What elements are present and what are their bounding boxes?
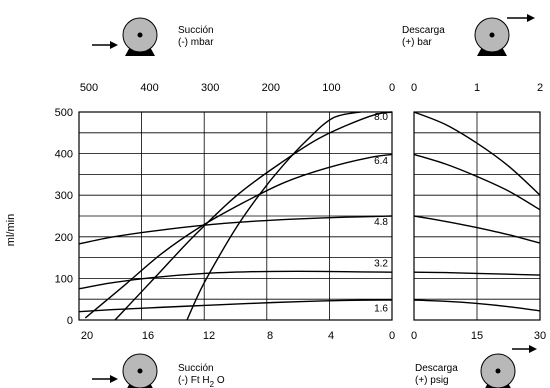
suction-ft-tick-label: 8 [267,330,273,342]
y-tick-label: 200 [55,232,73,244]
discharge-psig-tick-label: 30 [534,330,546,342]
curve-suction-4-8 [78,215,393,245]
suction-ft-tick-label: 16 [142,330,154,342]
suction-ft-unit-subscript: 2 [210,380,215,388]
pump-icon [122,17,158,56]
pump-icon [122,353,158,388]
curve-label: 6.4 [374,156,388,167]
curve-discharge-8-0 [413,111,541,196]
suction-ft-title: Succión [178,363,214,374]
suction-ft-unit: (-) Ft H2 O [178,375,225,388]
suction-ft-tick-label: 12 [203,330,215,342]
pump-icon [480,353,516,388]
suction-mbar-tick-label: 200 [262,82,280,94]
discharge-psig-header: Descarga (+) psig [415,345,537,388]
suction-ft-tick-label: 20 [81,330,93,342]
arrow-right-icon [512,345,537,353]
y-axis-label: ml/min [5,214,17,246]
discharge-psig-title: Descarga [415,363,458,374]
discharge-panel: 0 1 2 0 15 30 [411,82,546,342]
y-axis-ticks: 0 100 200 300 400 500 [55,107,73,327]
curve-discharge-4-8 [413,215,541,244]
arrow-right-icon [507,14,535,22]
curve-label: 4.8 [374,217,388,228]
arrow-right-icon [92,41,118,49]
discharge-bar-header: Descarga (+) bar [402,14,535,56]
arrow-right-icon [92,375,118,383]
suction-ft-header: Succión (-) Ft H2 O [92,353,225,388]
suction-grid [78,111,393,321]
y-tick-label: 100 [55,273,73,285]
curve-label: 1.6 [374,304,388,315]
curve-label: 8.0 [374,112,388,123]
y-tick-label: 0 [67,315,73,327]
curve-suction-8-0 [114,111,393,321]
curve-suction-extra-5 [186,111,361,321]
suction-panel: 500 400 300 200 100 0 20 16 12 8 4 0 8.0 6.4 4.8 3.2 1.6 [78,82,395,342]
suction-mbar-tick-label: 0 [389,82,395,94]
curve-discharge-6-4 [413,153,541,211]
suction-mbar-tick-label: 300 [201,82,219,94]
discharge-bar-tick-label: 2 [537,82,543,94]
pump-icon [474,17,510,56]
suction-mbar-tick-label: 400 [140,82,158,94]
suction-ft-tick-label: 0 [389,330,395,342]
discharge-bar-tick-label: 1 [474,82,480,94]
suction-ft-unit-main: (-) Ft H [178,375,210,386]
curve-discharge-1-6 [413,299,541,312]
curve-suction-1-6 [78,299,393,313]
discharge-grid [413,111,541,321]
curve-suction-6-4 [84,153,393,319]
suction-mbar-unit: (-) mbar [178,37,214,48]
y-tick-label: 500 [55,107,73,119]
suction-ft-unit-tail: O [214,375,225,386]
curve-suction-3-2 [78,270,393,290]
discharge-psig-tick-label: 15 [471,330,483,342]
discharge-bar-unit: (+) bar [402,37,432,48]
y-tick-label: 400 [55,149,73,161]
discharge-bar-tick-label: 0 [411,82,417,94]
suction-mbar-title: Succión [178,25,214,36]
discharge-psig-unit: (+) psig [415,375,449,386]
discharge-psig-tick-label: 0 [411,330,417,342]
y-tick-label: 300 [55,190,73,202]
suction-ft-tick-label: 4 [328,330,334,342]
suction-mbar-tick-label: 100 [322,82,340,94]
curve-discharge-3-2 [413,271,541,276]
curve-label: 3.2 [374,259,388,270]
suction-mbar-tick-label: 500 [80,82,98,94]
suction-mbar-header: Succión (-) mbar [92,17,214,56]
discharge-bar-title: Descarga [402,25,445,36]
